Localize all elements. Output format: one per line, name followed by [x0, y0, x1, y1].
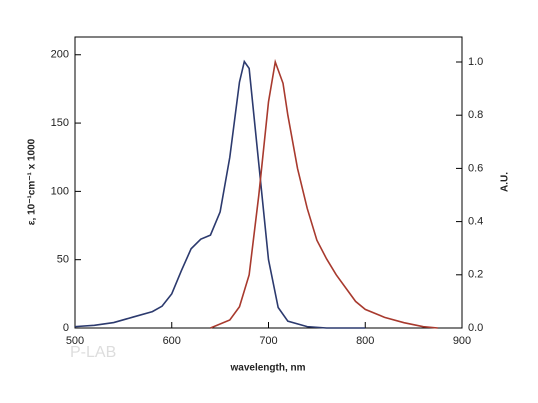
y2-tick-label: 0.0	[468, 322, 483, 334]
y-tick-label: 150	[51, 117, 69, 129]
series-line	[210, 58, 438, 329]
plot-frame	[74, 36, 463, 329]
y-tick-label: 50	[57, 254, 69, 266]
y2-tick-label: 1.0	[468, 56, 483, 68]
y2-tick-label: 0.8	[468, 109, 483, 121]
y2-tick-label: 0.2	[468, 269, 483, 281]
x-tick-label: 800	[356, 335, 374, 347]
x-tick-label: 600	[163, 335, 181, 347]
y-axis-label: ε, 10⁻¹cm⁻¹ x 1000	[27, 138, 38, 225]
x-tick-label: 900	[453, 335, 471, 347]
watermark: P-LAB	[70, 344, 116, 361]
y-tick-label: 200	[51, 49, 69, 61]
y2-tick-label: 0.6	[468, 162, 483, 174]
series-line	[74, 59, 366, 329]
x-tick-label: 500	[66, 335, 84, 347]
y2-tick-label: 0.4	[468, 216, 483, 228]
y-tick-label: 0	[63, 322, 69, 334]
y-tick-label: 100	[51, 185, 69, 197]
x-tick-label: 700	[259, 335, 277, 347]
x-axis-label: wavelength, nm	[229, 363, 305, 374]
y2-axis-label: A.U.	[500, 172, 511, 192]
